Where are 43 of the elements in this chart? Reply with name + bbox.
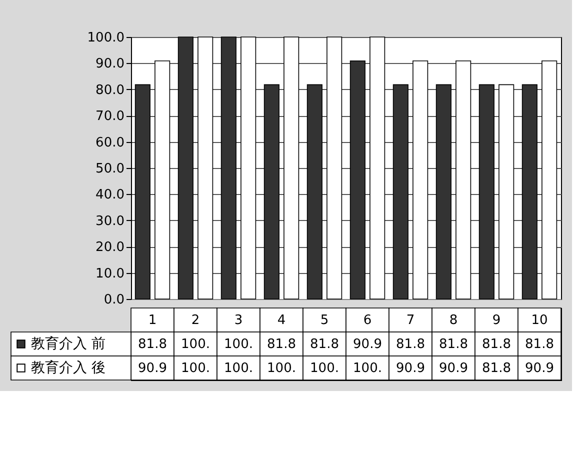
y-tick-label: 80.0	[96, 82, 124, 98]
x-tick-label: 2	[191, 313, 200, 328]
data-label: 81.8	[482, 361, 511, 376]
data-label: 100.	[181, 361, 210, 376]
y-tick-label: 10.0	[96, 266, 124, 282]
x-tick-label: 5	[320, 313, 329, 328]
x-tick-label: 3	[234, 313, 243, 328]
data-label: 90.9	[439, 361, 468, 376]
x-tick-label: 8	[449, 313, 458, 328]
data-label: 90.9	[353, 337, 382, 352]
data-label: 100.	[224, 337, 253, 352]
data-label: 100.	[181, 337, 210, 352]
legend-label: 教育介入 後	[31, 359, 106, 376]
y-tick-label: 60.0	[96, 135, 124, 150]
y-tick-label: 30.0	[96, 214, 124, 229]
data-label: 81.8	[138, 337, 167, 352]
data-label: 81.8	[310, 337, 339, 352]
x-tick-label: 1	[148, 313, 157, 328]
y-tick-label: 0.0	[104, 292, 124, 308]
x-tick-label: 6	[363, 313, 372, 328]
data-label: 100.	[353, 361, 382, 376]
y-tick-label: 90.0	[96, 56, 124, 72]
x-tick-label: 4	[277, 313, 286, 328]
data-label: 90.9	[138, 361, 167, 376]
data-label: 81.8	[525, 337, 554, 352]
x-tick-label: 9	[492, 313, 501, 328]
x-tick-label: 7	[406, 313, 415, 328]
data-label: 90.9	[525, 361, 554, 376]
y-tick-label: 100.0	[87, 30, 124, 46]
data-label: 81.8	[482, 337, 511, 352]
legend-label: 教育介入 前	[31, 335, 106, 352]
y-tick-label: 70.0	[96, 109, 124, 124]
y-tick-label: 20.0	[96, 240, 124, 256]
x-tick-label: 10	[531, 313, 548, 328]
data-label: 100.	[224, 361, 253, 376]
data-label: 100.	[267, 361, 296, 376]
data-label: 90.9	[396, 361, 425, 376]
y-tick-label: 40.0	[96, 188, 124, 203]
y-tick-label: 50.0	[96, 162, 124, 176]
data-label: 81.8	[267, 337, 296, 352]
data-label: 100.	[310, 361, 339, 376]
data-label: 81.8	[396, 337, 425, 352]
data-label: 81.8	[439, 337, 468, 352]
